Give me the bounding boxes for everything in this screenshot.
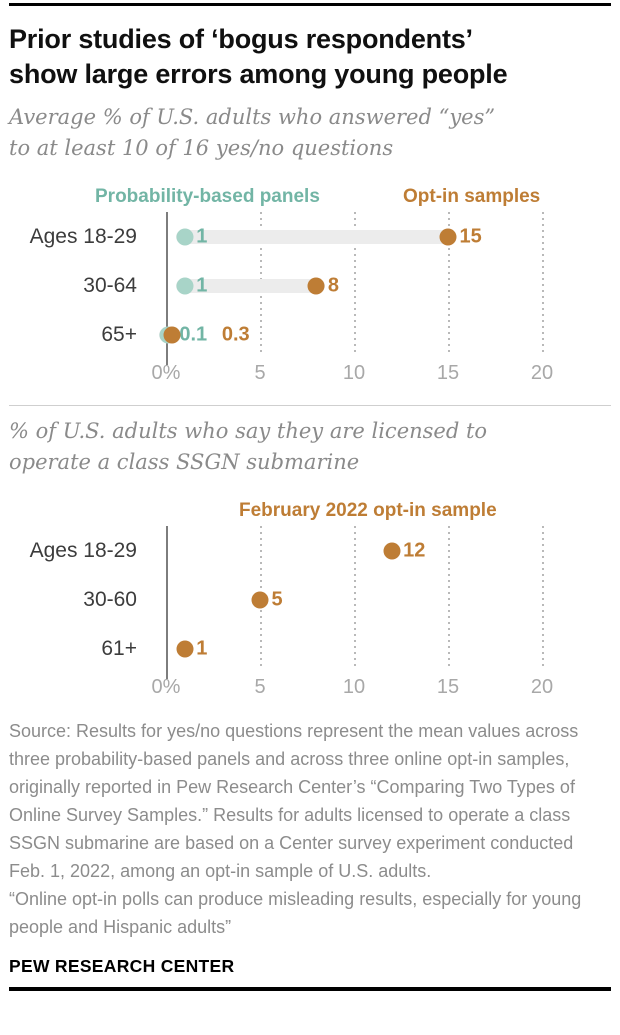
chart1-subtitle-line1: Average % of U.S. adults who answered “y… — [9, 105, 496, 129]
chart1-row-ages-18-29: Ages 18-29 1 15 — [9, 212, 611, 261]
row-plot: 0.1 0.3 — [154, 310, 611, 359]
data-point-dot — [176, 277, 194, 294]
axis-tick-label: 20 — [530, 676, 554, 698]
chart2-legend: February 2022 opt-in sample — [9, 500, 611, 524]
chart2-subtitle-line2: operate a class SSGN submarine — [9, 450, 360, 474]
axis-tick-label: 0% — [151, 362, 181, 384]
data-point-value-label: 1 — [196, 224, 208, 247]
report-title-quote: “Online opt-in polls can produce mislead… — [9, 889, 582, 937]
chart1-row-65-plus: 65+ 0.1 0.3 — [9, 310, 611, 359]
zero-baseline — [166, 526, 168, 679]
axis-tick-label: 15 — [436, 362, 460, 384]
row-label: Ages 18-29 — [29, 224, 137, 248]
pew-chart-card: Prior studies of ‘bogus respondents’ sho… — [0, 3, 620, 991]
data-point-value-label: 0.1 — [179, 322, 208, 345]
row-plot: 5 — [154, 575, 611, 624]
connector-bar — [176, 278, 325, 293]
source-note: Source: Results for yes/no questions rep… — [9, 721, 579, 881]
row-plot: 1 15 — [154, 212, 611, 261]
row-label: 65+ — [101, 322, 137, 346]
data-point-dot — [383, 542, 401, 559]
chart2-x-axis: 0% 5 10 15 20 — [151, 673, 611, 699]
chart1-subtitle-line2: to at least 10 of 16 yes/no questions — [9, 136, 394, 160]
axis-tick-label: 10 — [342, 362, 366, 384]
page-title-line2: show large errors among young people — [9, 59, 508, 89]
chart2-plot-area: Ages 18-29 12 30-60 5 61+ 1 — [9, 526, 611, 679]
data-point-dot — [251, 591, 269, 608]
data-point-dot — [307, 277, 325, 294]
row-plot: 1 — [154, 624, 611, 673]
pew-research-center-wordmark: PEW RESEARCH CENTER — [9, 956, 235, 976]
gridline — [354, 212, 356, 355]
axis-tick-label: 0% — [151, 676, 181, 698]
axis-tick-label: 5 — [254, 676, 266, 698]
data-point-value-label: 1 — [196, 273, 208, 296]
legend-probability-based-panels: Probability-based panels — [95, 186, 320, 207]
page-title: Prior studies of ‘bogus respondents’ sho… — [9, 22, 611, 92]
row-label: 61+ — [101, 636, 137, 660]
row-label: 30-64 — [83, 273, 137, 297]
data-point-value-label: 12 — [403, 538, 426, 561]
gridline — [448, 212, 450, 355]
data-point-dot — [176, 228, 194, 245]
row-label: Ages 18-29 — [29, 538, 137, 562]
data-point-value-label: 0.3 — [221, 322, 250, 345]
gridline — [448, 526, 450, 669]
chart1-x-axis: 0% 5 10 15 20 — [151, 359, 611, 385]
row-plot: 12 — [154, 526, 611, 575]
top-rule — [9, 3, 611, 6]
gridline — [542, 526, 544, 669]
data-point-value-label: 8 — [327, 273, 340, 296]
connector-bar — [176, 229, 457, 244]
chart2-subtitle-line1: % of U.S. adults who say they are licens… — [9, 419, 488, 443]
chart-bogus-respondents: Probability-based panels Opt-in samples … — [9, 186, 611, 385]
section-divider — [9, 405, 611, 406]
data-point-value-label: 5 — [271, 587, 283, 610]
chart2-row-30-60: 30-60 5 — [9, 575, 611, 624]
row-label: 30-60 — [83, 587, 137, 611]
data-point-value-label: 15 — [459, 224, 482, 247]
axis-tick-label: 5 — [254, 362, 266, 384]
chart2-row-61-plus: 61+ 1 — [9, 624, 611, 673]
data-point-value-label: 1 — [196, 636, 208, 659]
axis-tick-label: 15 — [436, 676, 460, 698]
page-title-line1: Prior studies of ‘bogus respondents’ — [9, 24, 473, 54]
chart2-row-ages-18-29: Ages 18-29 12 — [9, 526, 611, 575]
chart1-subtitle: Average % of U.S. adults who answered “y… — [9, 102, 611, 164]
legend-opt-in-samples: Opt-in samples — [403, 186, 541, 207]
data-point-dot — [163, 326, 181, 343]
zero-baseline — [166, 212, 168, 365]
axis-tick-label: 10 — [342, 676, 366, 698]
chart2-subtitle: % of U.S. adults who say they are licens… — [9, 416, 611, 478]
bottom-rule — [9, 987, 611, 991]
data-point-dot — [176, 640, 194, 657]
gridline — [354, 526, 356, 669]
chart-ssgn-submarine: February 2022 opt-in sample Ages 18-29 1… — [9, 500, 611, 699]
axis-tick-label: 20 — [530, 362, 554, 384]
chart1-legend: Probability-based panels Opt-in samples — [9, 186, 611, 210]
data-point-dot — [439, 228, 457, 245]
legend-february-2022-opt-in-sample: February 2022 opt-in sample — [239, 500, 497, 521]
gridline — [542, 212, 544, 355]
